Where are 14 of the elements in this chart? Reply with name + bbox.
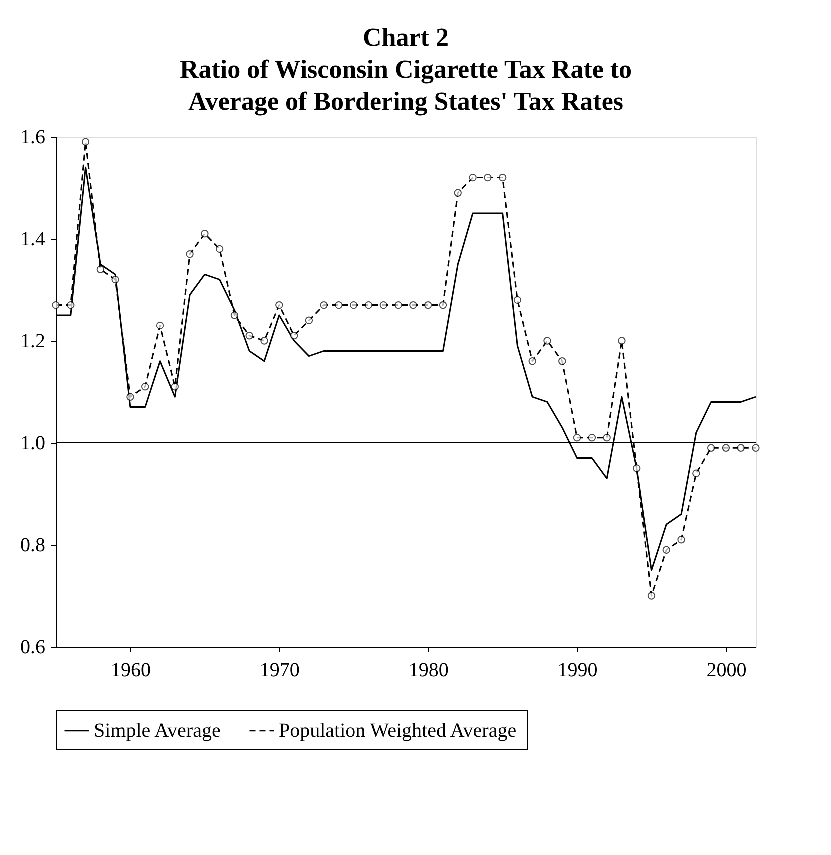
x-tick-label: 1970 bbox=[260, 660, 300, 682]
chart-title: Chart 2 Ratio of Wisconsin Cigarette Tax Rate to Average of Bordering States' Tax Rates bbox=[180, 23, 632, 116]
x-tick-label: 1980 bbox=[408, 660, 449, 682]
legend-label: Population Weighted Average bbox=[279, 720, 517, 742]
x-tick-label: 1990 bbox=[558, 660, 598, 682]
y-tick-label: 1.2 bbox=[20, 330, 46, 352]
y-tick-label: 0.6 bbox=[20, 636, 46, 658]
x-tick-label: 1960 bbox=[110, 660, 151, 682]
x-tick-label: 2000 bbox=[706, 660, 747, 682]
legend-label: Simple Average bbox=[94, 720, 221, 742]
y-tick-label: 1.0 bbox=[20, 432, 46, 454]
y-tick-label: 1.4 bbox=[20, 228, 46, 250]
y-tick-label: 0.8 bbox=[20, 534, 46, 556]
y-tick-label: 1.6 bbox=[20, 126, 46, 148]
